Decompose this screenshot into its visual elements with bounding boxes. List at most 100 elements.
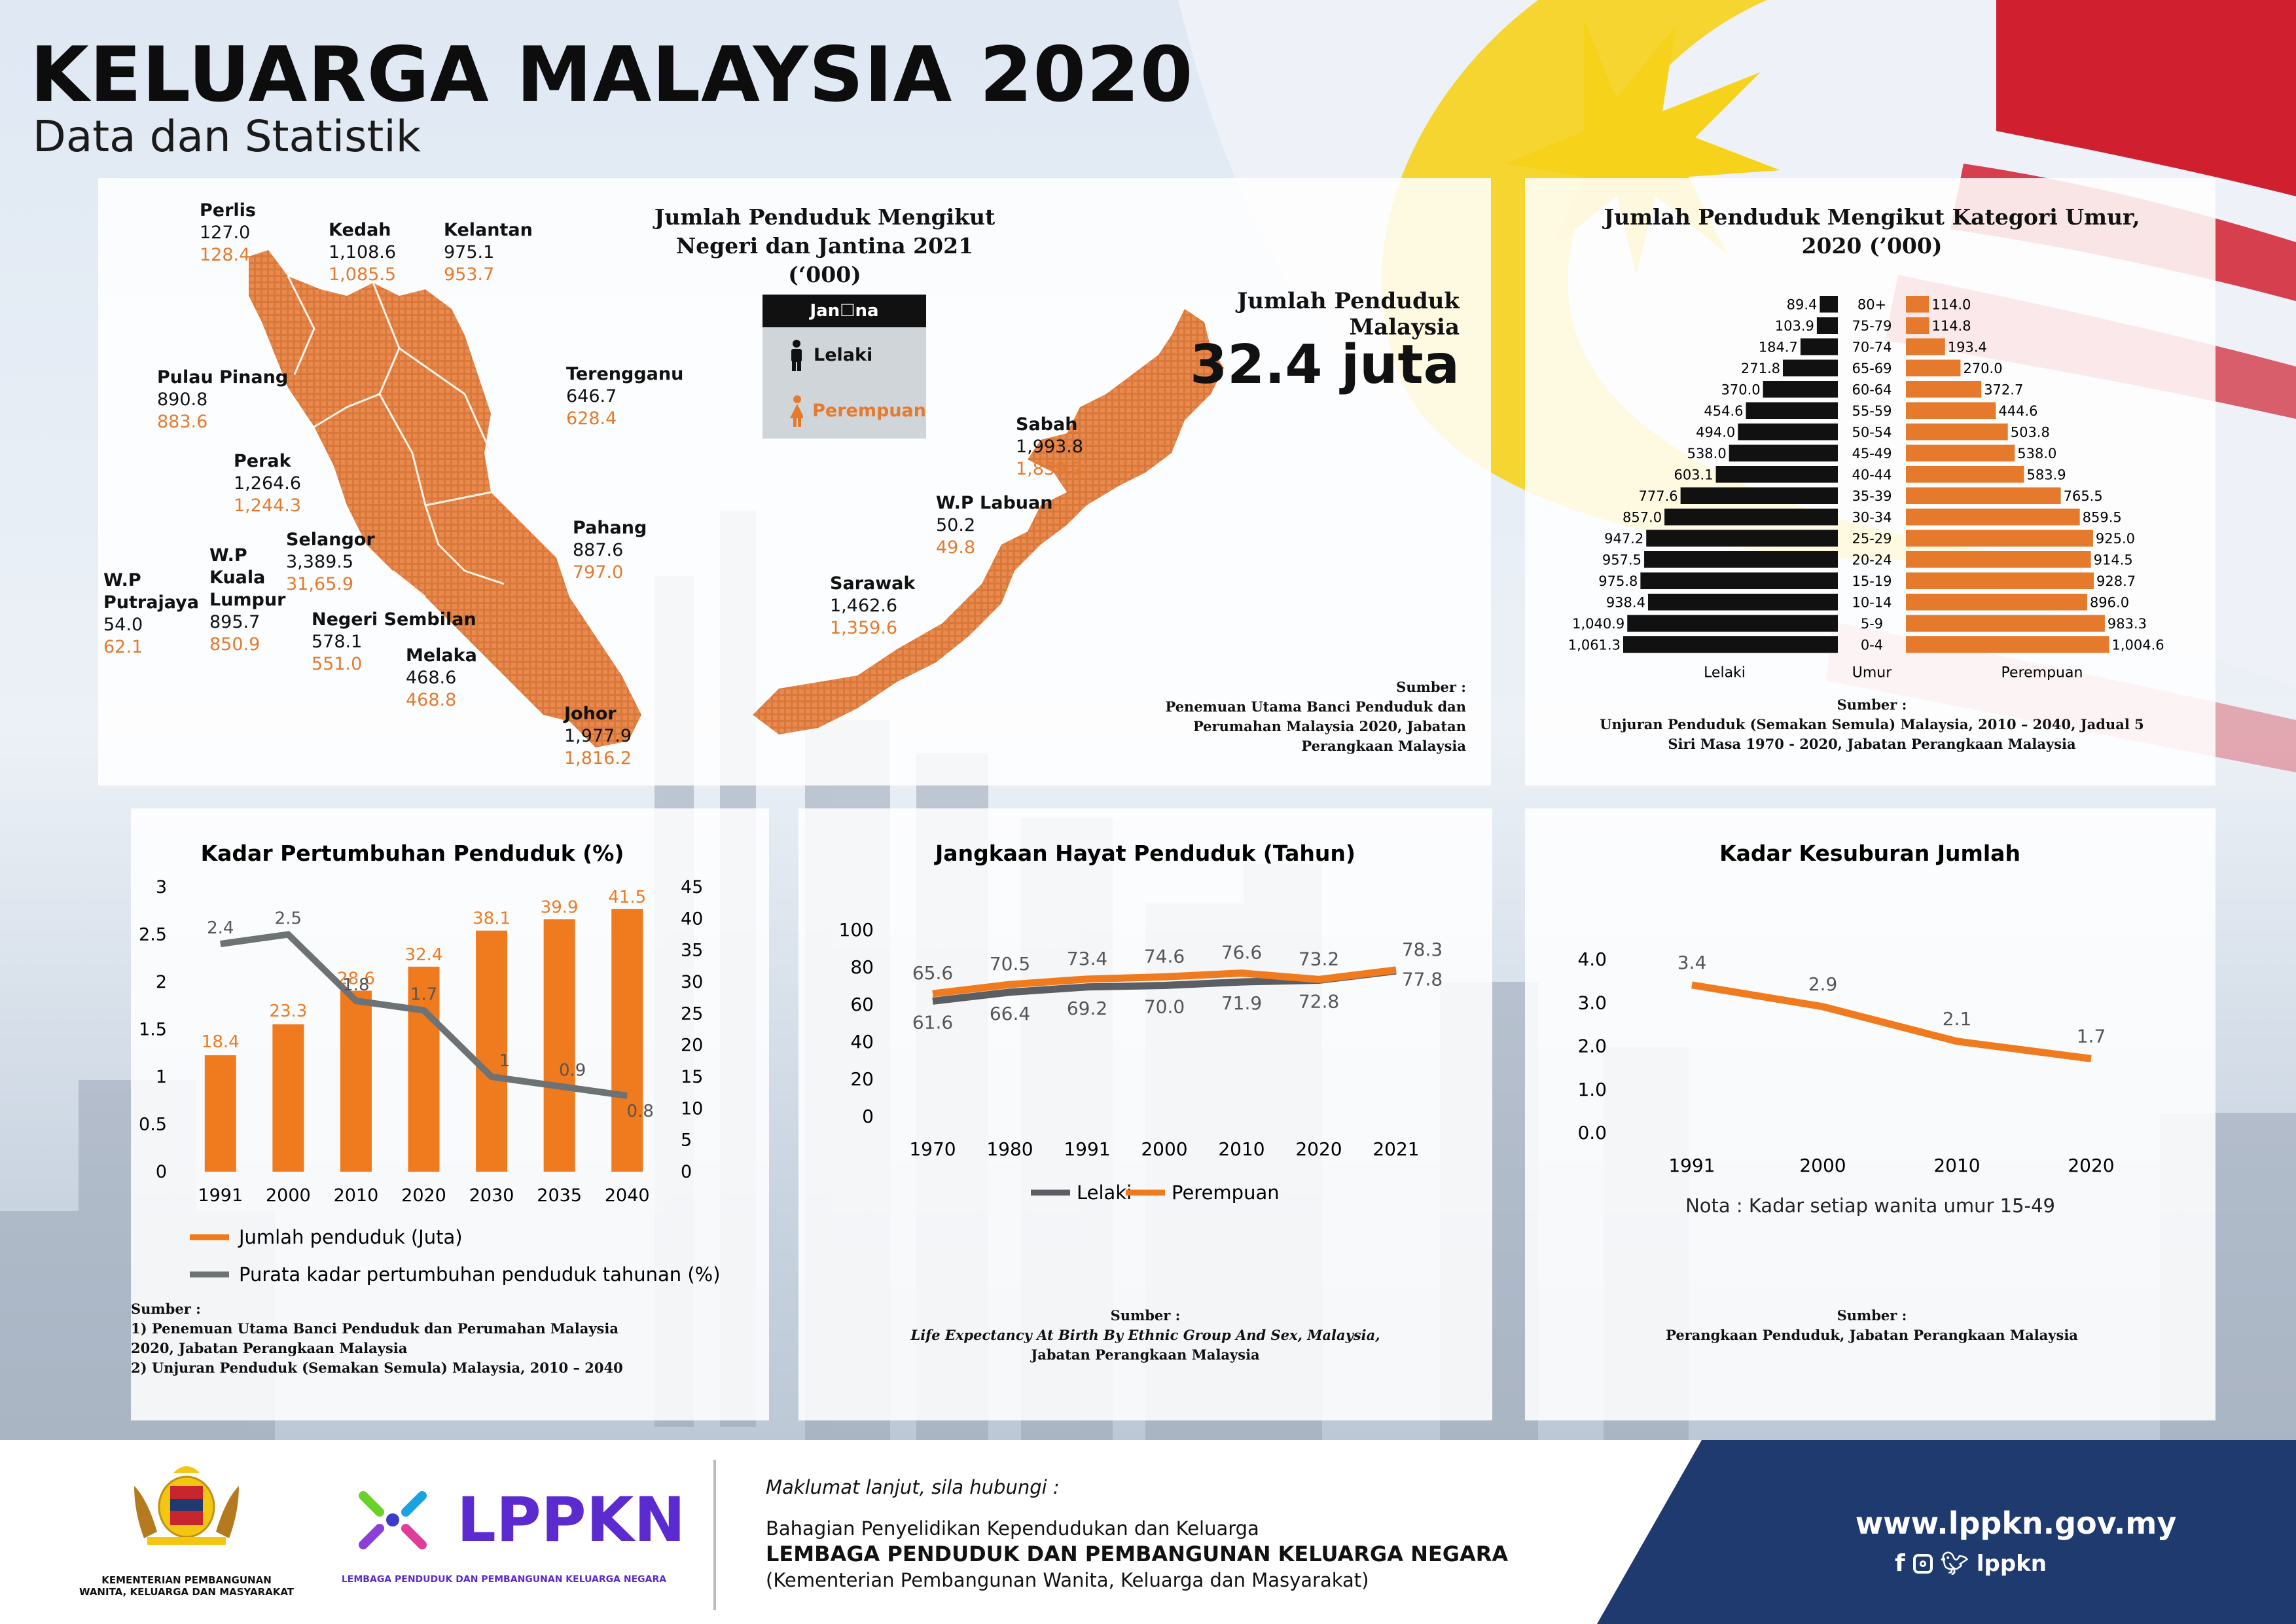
growth-line-label: 1.8 bbox=[342, 975, 369, 995]
state-negeri-sembilan: Negeri Sembilan 578.1 551.0 bbox=[312, 609, 476, 674]
growth-bar-label: 41.5 bbox=[608, 888, 646, 907]
pyramid-age-label: 25-29 bbox=[1852, 531, 1892, 547]
growth-bar bbox=[611, 909, 643, 1172]
pyramid-male-value: 975.8 bbox=[1598, 573, 1638, 589]
fertility-x-tick: 2020 bbox=[2068, 1155, 2114, 1176]
legend-female: Perempuan bbox=[762, 383, 926, 439]
instagram-icon[interactable] bbox=[1912, 1553, 1933, 1574]
pyramid-female-value: 928.7 bbox=[2096, 573, 2136, 589]
fertility-y-tick: 4.0 bbox=[1577, 948, 1607, 970]
pyramid-age-label: 15-19 bbox=[1852, 573, 1892, 589]
pyramid-bar-female bbox=[1906, 317, 1929, 334]
pyramid-bar-female bbox=[1906, 572, 2094, 589]
pyramid-age-label: 70-74 bbox=[1852, 340, 1892, 355]
fertility-source: Sumber : Perangkaan Penduduk, Jabatan Pe… bbox=[1666, 1307, 2078, 1343]
life-x-tick: 2020 bbox=[1295, 1138, 1342, 1160]
growth-bar-label: 38.1 bbox=[473, 909, 511, 929]
age-pyramid-chart: 80+ 89.4 114.0 75-79 103.9 114.8 70-74 184.7 193… bbox=[1568, 296, 2164, 681]
growth-title: Kadar Pertumbuhan Penduduk (%) bbox=[201, 840, 624, 866]
pyramid-bar-female bbox=[1906, 466, 2024, 483]
state-melaka: Melaka 468.6 468.8 bbox=[406, 645, 477, 710]
growth-bar-label: 39.9 bbox=[541, 897, 579, 917]
life-point-label: 77.8 bbox=[1402, 968, 1443, 990]
growth-line-label: 0.9 bbox=[559, 1061, 586, 1081]
fertility-y-tick: 1.0 bbox=[1577, 1079, 1607, 1100]
pyramid-female-value: 114.8 bbox=[1931, 318, 1971, 334]
growth-line-label: 2.4 bbox=[207, 918, 234, 938]
website-link[interactable]: www.lppkn.gov.my bbox=[1855, 1506, 2177, 1541]
growth-left-tick: 0 bbox=[156, 1162, 167, 1182]
fertility-title: Kadar Kesuburan Jumlah bbox=[1719, 840, 2020, 866]
life-x-tick: 2010 bbox=[1218, 1138, 1265, 1160]
pyramid-male-value: 947.2 bbox=[1604, 531, 1643, 547]
growth-right-tick: 5 bbox=[681, 1130, 692, 1151]
pyramid-female-value: 859.5 bbox=[2083, 510, 2122, 526]
pyramid-male-value: 538.0 bbox=[1687, 446, 1727, 461]
pyramid-female-value: 270.0 bbox=[1963, 361, 2002, 376]
life-line-perempuan bbox=[932, 966, 1397, 998]
growth-line-label: 2.5 bbox=[275, 909, 302, 929]
pyramid-bar-female bbox=[1906, 296, 1929, 313]
pyramid-female-value: 896.0 bbox=[2090, 595, 2129, 611]
lppkn-logo-name: LPPKN bbox=[457, 1485, 686, 1556]
pyramid-female-value: 114.0 bbox=[1931, 297, 1971, 313]
pyramid-male-value: 494.0 bbox=[1696, 425, 1735, 441]
life-source: Sumber : Life Expectancy At Birth By Eth… bbox=[910, 1307, 1380, 1363]
pyramid-male-value: 454.6 bbox=[1704, 403, 1743, 419]
pyramid-male-value: 857.0 bbox=[1623, 510, 1662, 526]
pyramid-age-label: 55-59 bbox=[1852, 403, 1892, 419]
age-pyramid-panel bbox=[1525, 178, 2215, 785]
contact-ministry: (Kementerian Pembangunan Wanita, Keluarg… bbox=[766, 1569, 1369, 1591]
life-x-tick: 1991 bbox=[1064, 1138, 1110, 1160]
growth-left-tick: 1.5 bbox=[139, 1020, 167, 1040]
growth-rate-chart: Kadar Pertumbuhan Penduduk (%) 0 0.5 1 1.5 2 2… bbox=[139, 840, 721, 1286]
growth-bar bbox=[476, 930, 508, 1172]
fertility-y-tick: 3.0 bbox=[1577, 992, 1607, 1013]
twitter-icon[interactable]: 🐦︎ bbox=[1940, 1550, 1969, 1577]
pyramid-bar-female bbox=[1906, 381, 1982, 398]
state-sarawak: Sarawak 1,462.6 1,359.6 bbox=[830, 573, 916, 638]
pyramid-bar-male bbox=[1782, 359, 1838, 376]
fertility-y-tick: 0.0 bbox=[1577, 1122, 1607, 1144]
pyramid-bar-female bbox=[1906, 530, 2093, 547]
pyramid-xlabel-left: Lelaki bbox=[1704, 665, 1746, 681]
footer-navy-band bbox=[1597, 1440, 2296, 1624]
life-legend-label: Perempuan bbox=[1172, 1182, 1280, 1204]
map-source: Sumber : Penemuan Utama Banci Penduduk d… bbox=[1165, 679, 1466, 754]
life-y-tick: 100 bbox=[839, 919, 874, 941]
growth-right-tick: 45 bbox=[681, 877, 703, 897]
pyramid-age-label: 20-24 bbox=[1852, 552, 1892, 568]
growth-bar-label: 23.3 bbox=[269, 1001, 307, 1021]
lppkn-logo-full-name: LEMBAGA PENDUDUK DAN PEMBANGUNAN KELUARG… bbox=[341, 1574, 667, 1585]
growth-left-tick: 2.5 bbox=[139, 925, 167, 945]
pyramid-age-label: 60-64 bbox=[1852, 382, 1892, 398]
facebook-icon[interactable]: f bbox=[1895, 1550, 1905, 1577]
pyramid-female-value: 583.9 bbox=[2026, 467, 2066, 483]
pyramid-bar-male bbox=[1816, 317, 1838, 334]
fertility-point-label: 3.4 bbox=[1677, 952, 1707, 973]
pyramid-bar-female bbox=[1906, 487, 2061, 504]
pyramid-male-value: 103.9 bbox=[1775, 318, 1814, 334]
pyramid-bar-female bbox=[1906, 338, 1945, 355]
fertility-x-tick: 2000 bbox=[1799, 1155, 1846, 1176]
legend-male: Lelaki bbox=[762, 327, 926, 383]
fertility-rate-panel bbox=[1525, 808, 2215, 1420]
fertility-x-tick: 2010 bbox=[1933, 1155, 1980, 1176]
contact-division: Bahagian Penyelidikan Kependudukan dan K… bbox=[766, 1517, 1259, 1540]
life-x-tick: 1980 bbox=[986, 1138, 1033, 1160]
life-y-tick: 40 bbox=[850, 1031, 874, 1053]
growth-right-tick: 10 bbox=[681, 1098, 703, 1119]
pyramid-bar-female bbox=[1906, 359, 1961, 376]
pyramid-bar-male bbox=[1680, 487, 1838, 504]
growth-bar-label: 32.4 bbox=[405, 945, 443, 965]
population-map-panel bbox=[98, 178, 1491, 785]
fertility-note: Nota : Kadar setiap wanita umur 15-49 bbox=[1685, 1195, 2055, 1217]
state-wp-kuala-lumpur: W.P Kuala Lumpur 895.7 850.9 bbox=[209, 545, 286, 655]
pyramid-male-value: 938.4 bbox=[1606, 595, 1645, 611]
pyramid-xlabel-right: Perempuan bbox=[2001, 665, 2083, 681]
pyramid-female-value: 193.4 bbox=[1948, 340, 1987, 355]
pyramid-title: Jumlah Penduduk Mengikut Kategori Umur, … bbox=[1604, 204, 2140, 259]
growth-line-label: 1.7 bbox=[410, 985, 437, 1005]
page-subtitle: Data dan Statistik bbox=[33, 111, 421, 162]
contact-label: Maklumat lanjut, sila hubungi : bbox=[766, 1476, 1060, 1498]
